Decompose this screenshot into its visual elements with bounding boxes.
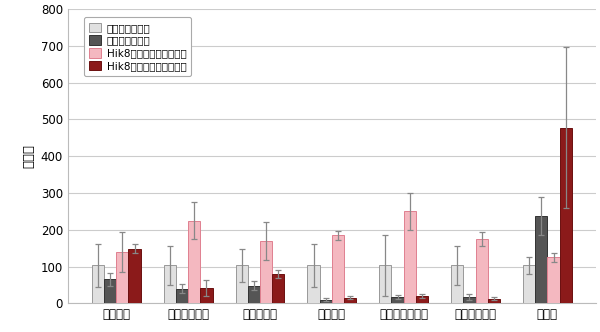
Bar: [92, 266, 104, 303]
Bar: [332, 235, 344, 303]
Bar: [128, 249, 140, 303]
Bar: [164, 266, 176, 303]
Bar: [176, 289, 188, 303]
Bar: [236, 266, 248, 303]
Bar: [272, 274, 284, 303]
Bar: [104, 280, 116, 303]
Bar: [379, 266, 391, 303]
Bar: [416, 296, 428, 303]
Bar: [188, 220, 200, 303]
Bar: [307, 266, 320, 303]
Bar: [535, 216, 547, 303]
Bar: [344, 298, 356, 303]
Bar: [463, 297, 476, 303]
Bar: [116, 252, 128, 303]
Bar: [320, 300, 332, 303]
Bar: [200, 288, 212, 303]
Bar: [391, 297, 404, 303]
Bar: [476, 239, 488, 303]
Bar: [451, 266, 463, 303]
Bar: [260, 241, 272, 303]
Bar: [404, 211, 416, 303]
Bar: [488, 299, 500, 303]
Bar: [547, 257, 560, 303]
Bar: [248, 286, 260, 303]
Bar: [523, 266, 535, 303]
Bar: [560, 127, 572, 303]
Legend: 対照株　明条件, 対照株　暗条件, Hik8過剰発現株　明条件, Hik8過剰発現株　暗条件: 対照株 明条件, 対照株 暗条件, Hik8過剰発現株 明条件, Hik8過剰発…: [83, 17, 191, 76]
Y-axis label: 相対値: 相対値: [22, 144, 35, 168]
